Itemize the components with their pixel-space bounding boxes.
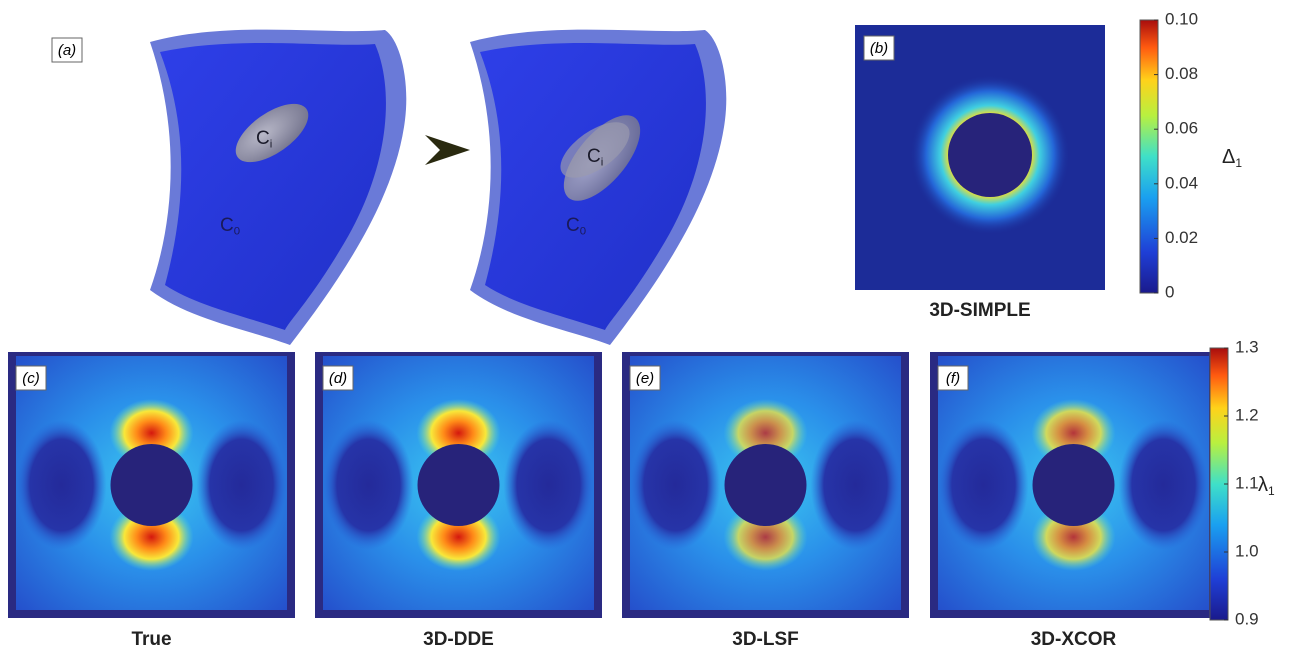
symbol: λ1 — [1258, 474, 1275, 498]
caption: 3D-DDE — [423, 629, 494, 650]
heatmap-low — [811, 420, 901, 550]
symbol-base: C — [256, 128, 270, 149]
symbol-base: C — [220, 215, 234, 236]
caption: 3D-XCOR — [1031, 629, 1117, 650]
symbol-sub: i — [601, 157, 604, 169]
colorbar-tick-label: 0.06 — [1165, 119, 1198, 138]
colorbar-tick-label: 0.02 — [1165, 228, 1198, 247]
symbol: Δ1 — [1222, 146, 1242, 170]
symbol-sub: 0 — [580, 226, 586, 238]
heatmap-low — [939, 420, 1029, 550]
symbol-base: C — [566, 215, 580, 236]
arrow — [425, 135, 470, 165]
colorbar-tick-label: 0.9 — [1235, 609, 1259, 628]
symbol-sub: i — [270, 139, 273, 151]
colorbar-tick-label: 0.10 — [1165, 9, 1198, 28]
heatmap-hole — [948, 113, 1032, 197]
model-right — [470, 30, 726, 345]
colorbar-tick-label: 0.04 — [1165, 173, 1198, 192]
heatmap-hole — [1033, 444, 1115, 526]
colorbar-tick-label: 0.08 — [1165, 64, 1198, 83]
symbol-base: Δ — [1222, 146, 1235, 168]
heatmap-hole — [111, 444, 193, 526]
panel-label: (f) — [946, 370, 960, 387]
colorbar — [1140, 20, 1158, 293]
heatmap-hole — [725, 444, 807, 526]
panel-label: (e) — [636, 370, 654, 387]
caption: 3D-LSF — [732, 629, 799, 650]
colorbar-tick-label: 1.1 — [1235, 473, 1259, 492]
caption: True — [131, 629, 171, 650]
panel-label: (c) — [22, 370, 40, 387]
figure: (a)CiC0CiC0(b)3D-SIMPLE(c)True(d)3D-DDE(… — [0, 0, 1300, 655]
symbol-sub: 1 — [1268, 484, 1275, 498]
symbol-sub: 0 — [234, 226, 240, 238]
panel-label: (a) — [58, 42, 76, 59]
symbol-base: C — [587, 146, 601, 167]
heatmap-low — [324, 420, 414, 550]
symbol-sub: 1 — [1235, 156, 1242, 170]
symbol-base: λ — [1258, 474, 1268, 496]
colorbar-tick-label: 0 — [1165, 282, 1174, 301]
panel-label: (b) — [870, 40, 888, 57]
caption: 3D-SIMPLE — [929, 300, 1030, 321]
model-left — [150, 30, 406, 345]
colorbar-tick-label: 1.0 — [1235, 541, 1259, 560]
heatmap-low — [197, 420, 287, 550]
heatmap-hole — [418, 444, 500, 526]
heatmap-low — [631, 420, 721, 550]
heatmap-low — [1119, 420, 1209, 550]
panel-label: (d) — [329, 370, 347, 387]
colorbar-tick-label: 1.2 — [1235, 405, 1259, 424]
heatmap-low — [504, 420, 594, 550]
heatmap-low — [17, 420, 107, 550]
colorbar-tick-label: 1.3 — [1235, 337, 1259, 356]
